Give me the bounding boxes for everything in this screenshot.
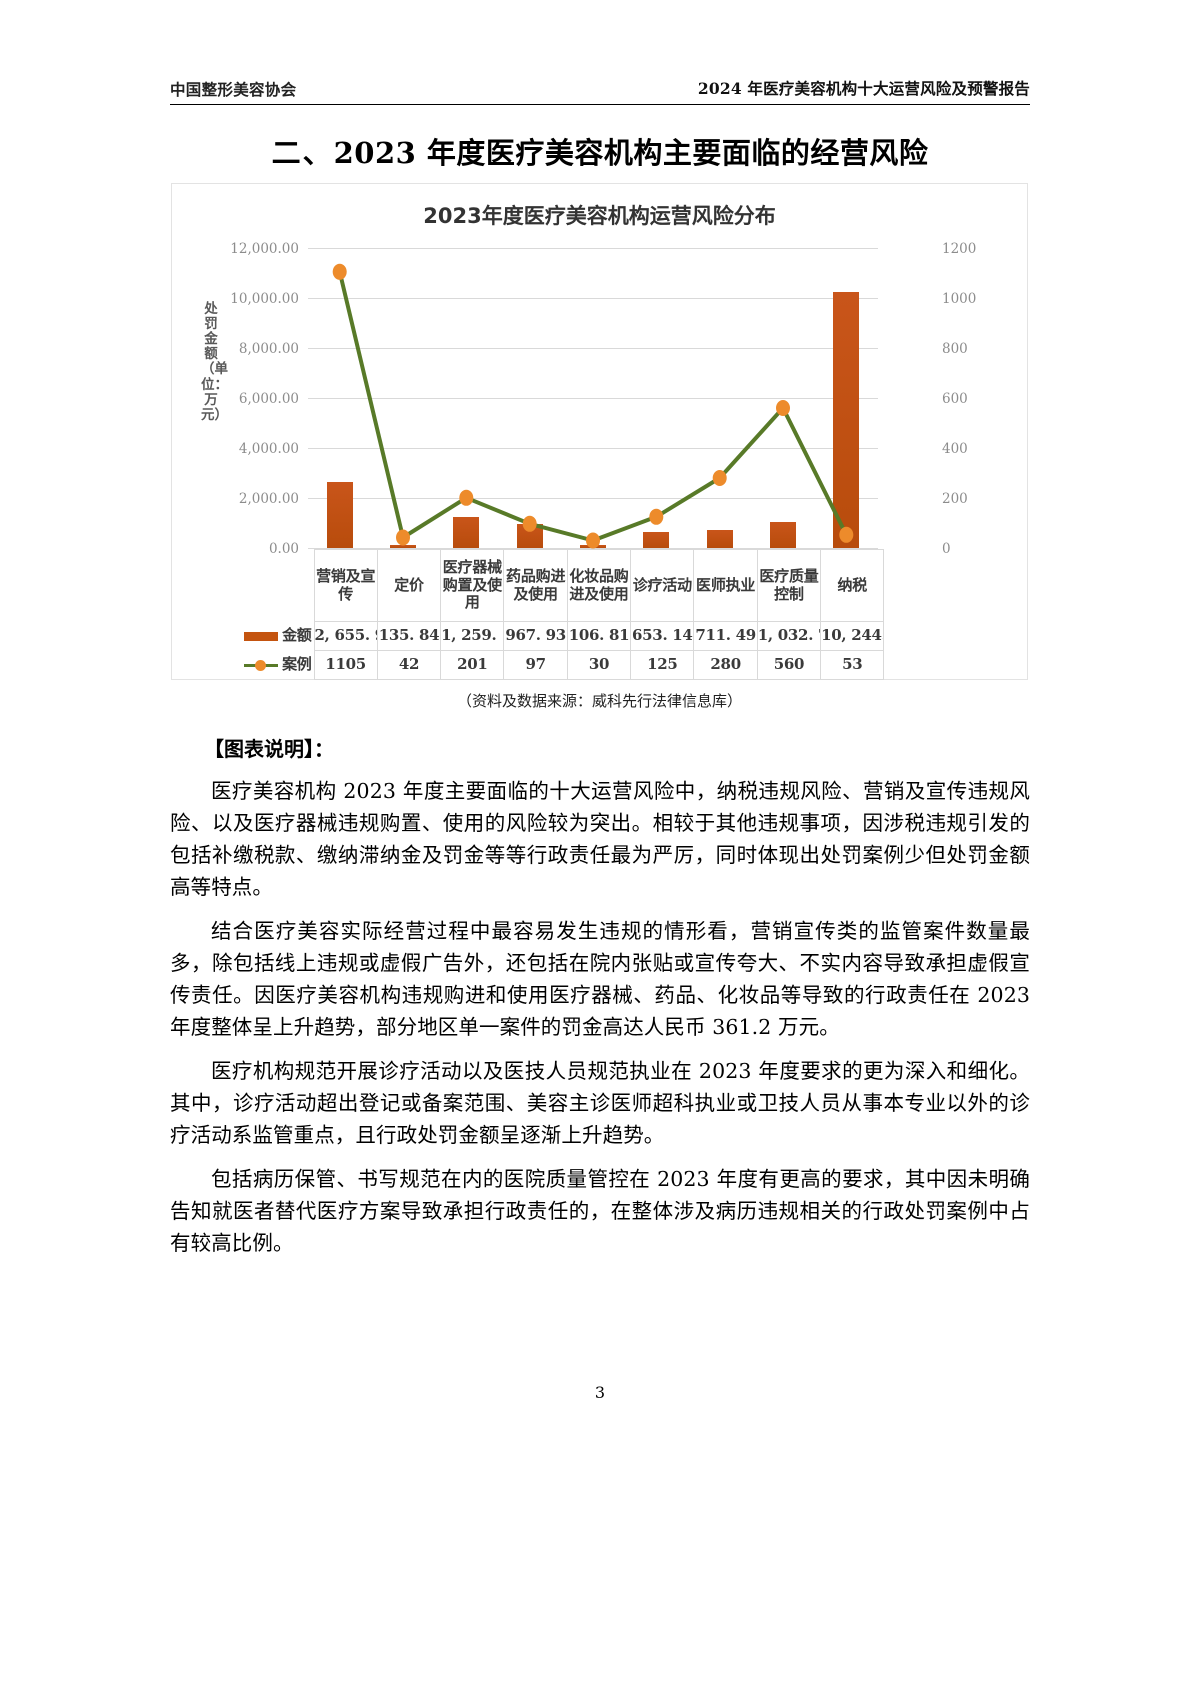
line-marker-5 [649, 508, 664, 525]
figure-caption-label: 【图表说明】： [204, 737, 334, 761]
y-left-tick-12000: 12,000.00 [230, 241, 299, 257]
table-row-amount: 金额 2, 655. 9135. 841, 259. 1967. 93106. … [228, 621, 885, 651]
y-left-tick-0: 0.00 [268, 541, 299, 557]
line-series [308, 248, 878, 549]
legend-cases: 案例 [228, 651, 314, 680]
bar-6 [706, 530, 733, 548]
page-number: 3 [594, 1383, 606, 1402]
line-marker-6 [712, 470, 727, 486]
gridline-6000: 6,000.00 600 [239, 391, 968, 407]
category-cell-5: 诊疗活动 [630, 549, 695, 622]
y-axis-title: 处罚金额（单位：万元） [201, 301, 228, 423]
header-divider [170, 104, 1030, 105]
y-right-tick-800: 800 [942, 341, 968, 357]
bar-swatch-icon [244, 631, 279, 641]
chart-container: 2023年度医疗美容机构运营风险分布 处罚金额（单位：万元） 0.00 0 2,… [171, 183, 1028, 680]
page-title: 二、2023 年度医疗美容机构主要面临的经营风险 [170, 130, 1030, 172]
body-paragraph-1: 医疗美容机构 2023 年度主要面临的十大运营风险中，纳税违规风险、营销及宣传违… [170, 779, 1030, 899]
y-right-tick-0: 0 [942, 541, 951, 557]
gridline-8000: 8,000.00 800 [239, 341, 968, 357]
category-cell-0: 营销及宣传 [313, 549, 378, 622]
line-path [337, 271, 849, 543]
gridline-10000: 10,000.00 1000 [230, 291, 976, 307]
cases-cell-4: 30 [566, 650, 632, 680]
gridline-12000: 12,000.00 1200 [230, 241, 976, 257]
section-heading-text: 2023 年度医疗美容机构主要面临的经营风险 [333, 136, 929, 170]
amount-cell-1: 135. 84 [376, 621, 442, 651]
y-left-tick-8000: 8,000.00 [238, 341, 299, 357]
amount-cell-4: 106. 81 [566, 621, 632, 651]
cases-cell-8: 53 [820, 650, 885, 680]
line-marker-3 [522, 515, 537, 532]
body-paragraph-4: 包括病历保管、书写规范在内的医院质量管控在 2023 年度有更高的要求，其中因未… [170, 1166, 1030, 1255]
cases-cell-6: 280 [693, 650, 758, 680]
category-cell-8: 纳税 [820, 549, 885, 622]
category-cell-2: 医疗器械购置及使用 [440, 549, 505, 622]
y-left-tick-4000: 4,000.00 [238, 441, 299, 457]
line-marker-8 [839, 526, 854, 543]
y-right-tick-400: 400 [942, 441, 968, 457]
y-left-tick-10000: 10,000.00 [230, 291, 299, 307]
category-cell-3: 药品购进及使用 [503, 549, 568, 622]
bar-5 [643, 531, 670, 548]
cases-cell-5: 125 [630, 650, 695, 680]
bar-7 [770, 522, 796, 548]
cases-cell-3: 97 [503, 650, 568, 680]
cases-cell-2: 201 [440, 650, 505, 680]
legend-cases-label: 案例 [282, 655, 312, 674]
y-right-tick-1200: 1200 [942, 241, 977, 257]
y-right-tick-200: 200 [942, 491, 968, 507]
line-marker-2 [459, 489, 474, 506]
bar-1 [390, 544, 416, 548]
category-cell-4: 化妆品购进及使用 [566, 549, 632, 622]
cases-cell-7: 560 [756, 650, 822, 680]
plot-area: 0.00 0 2,000.00 200 4,000.00 400 6,000.0… [230, 241, 976, 557]
bar-2 [453, 516, 480, 548]
legend-amount: 金额 [228, 622, 314, 651]
amount-cell-5: 653. 14 [630, 621, 695, 651]
body-paragraph-2: 结合医疗美容实际经营过程中最容易发生违规的情形看，营销宣传类的监管案件数量最多，… [170, 918, 1030, 1039]
bar-8 [833, 291, 860, 548]
line-marker-1 [396, 529, 410, 546]
bar-0 [326, 481, 353, 548]
chart-source-note: （资料及数据来源：威科先行法律信息库） [456, 692, 742, 710]
gridline-0: 0.00 0 [269, 541, 951, 557]
category-cell-7: 医疗质量控制 [756, 549, 822, 622]
header-organization: 中国整形美容协会 [170, 80, 297, 99]
chart-title: 2023年度医疗美容机构运营风险分布 [423, 204, 776, 228]
table-row-categories: 营销及宣传 定价 医疗器械购置及使用 药品购进及使用 化妆品购进及使用 诊疗活动 医师执业医… [228, 549, 885, 622]
amount-cell-8: 10, 244. [820, 621, 885, 651]
y-left-tick-2000: 2,000.00 [238, 491, 299, 507]
bar-series [308, 248, 878, 548]
amount-cell-3: 967. 93 [503, 621, 568, 651]
amount-cell-0: 2, 655. 9 [313, 621, 378, 651]
y-left-tick-6000: 6,000.00 [238, 391, 299, 407]
legend-empty-cell [228, 550, 314, 622]
body-content: 【图表说明】： 医疗美容机构 2023 年度主要面临的十大运营风险中，纳税违规风… [170, 733, 1030, 1272]
gridline-4000: 4,000.00 400 [239, 441, 968, 457]
body-paragraph-3: 医疗机构规范开展诊疗活动以及医技人员规范执业在 2023 年度要求的更为深入和细… [170, 1058, 1030, 1147]
table-row-cases: 案例 1105 42 201 97 30 125 280 560 53 [228, 650, 885, 680]
running-header: 中国整形美容协会 2024 年医疗美容机构十大运营风险及预警报告 [170, 76, 1030, 106]
cases-cell-1: 42 [376, 650, 442, 680]
amount-cell-7: 1, 032. 7 [756, 621, 822, 651]
line-marker-7 [776, 400, 790, 416]
section-number: 二、 [271, 136, 334, 170]
amount-cell-6: 711. 49 [693, 621, 758, 651]
line-marker-swatch-icon [244, 660, 279, 671]
header-report-title: 2024 年医疗美容机构十大运营风险及预警报告 [697, 79, 1030, 98]
line-marker-4 [586, 532, 600, 549]
chart-data-table: 营销及宣传 定价 医疗器械购置及使用 药品购进及使用 化妆品购进及使用 诊疗活动 医师执业医… [228, 549, 885, 680]
cases-cell-0: 1105 [313, 650, 378, 680]
category-cell-6: 医师执业 [693, 549, 758, 622]
legend-amount-label: 金额 [282, 626, 312, 645]
y-right-tick-1000: 1000 [942, 291, 977, 307]
line-marker-0 [332, 263, 347, 280]
amount-cell-2: 1, 259. 1 [440, 621, 505, 651]
y-right-tick-600: 600 [942, 391, 968, 407]
gridline-2000: 2,000.00 200 [239, 491, 968, 507]
category-cell-1: 定价 [376, 549, 442, 622]
